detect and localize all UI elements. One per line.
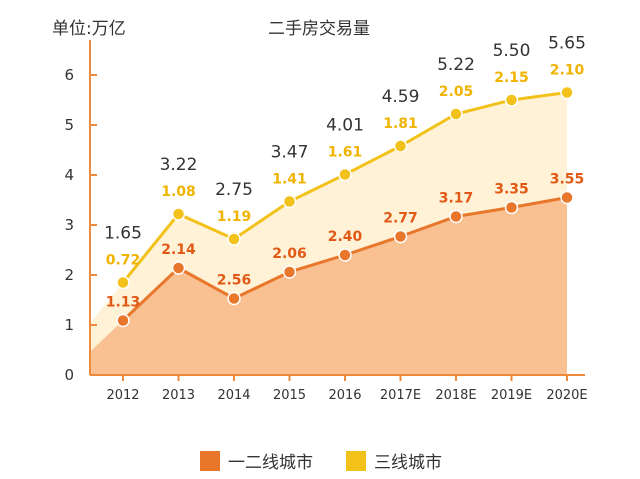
data-label-tier3: 1.61 (328, 145, 363, 161)
point-tier1-2 (449, 209, 463, 224)
point-tier1-2 (227, 291, 241, 306)
x-tick-label: 2017E (380, 388, 421, 403)
point-tier3 (116, 275, 130, 290)
y-tick-label: 6 (64, 66, 74, 84)
point-tier3 (504, 93, 519, 107)
legend-item-tier3: 三线城市 (346, 448, 442, 473)
point-tier3 (338, 167, 352, 182)
point-tier3 (449, 107, 463, 121)
data-label-tier1-2: 2.40 (328, 229, 363, 245)
data-label-tier1-2: 1.13 (106, 295, 141, 311)
x-tick-label: 2012 (106, 388, 139, 403)
y-tick-label: 3 (64, 216, 74, 234)
data-label-tier3: 1.19 (217, 209, 252, 225)
data-label-tier3: 1.08 (161, 184, 196, 200)
data-label-tier3: 1.81 (383, 116, 418, 132)
data-label-tier1-2: 2.06 (272, 246, 307, 262)
total-label: 2.75 (215, 180, 253, 200)
total-label: 3.22 (160, 155, 198, 175)
x-tick-label: 2013 (162, 388, 195, 403)
total-label: 3.47 (271, 143, 309, 163)
area-tier1-2 (90, 197, 567, 375)
legend-item-tier1-2: 一二线城市 (200, 448, 313, 473)
legend-swatch-tier1-2 (200, 450, 220, 471)
data-label-tier1-2: 2.56 (217, 273, 252, 289)
y-tick-label: 5 (64, 116, 74, 134)
area-chart: 0 1 2 3 4 5 6 2012 2013 2014 2015 2016 2017E 2018E 201… (64, 34, 587, 404)
point-tier3 (393, 139, 408, 153)
point-tier3 (560, 85, 574, 100)
point-tier1-2 (171, 261, 186, 275)
point-tier3 (171, 207, 186, 221)
x-tick-label: 2020E (546, 388, 587, 403)
data-label-tier3: 0.72 (106, 253, 141, 269)
point-tier1-2 (338, 248, 352, 262)
data-label-tier1-2: 2.14 (161, 242, 196, 258)
legend-swatch-tier3 (346, 450, 366, 471)
point-tier3 (227, 232, 241, 246)
point-tier1-2 (282, 265, 297, 279)
x-tick-label: 2019E (491, 388, 532, 403)
y-tick-label: 0 (64, 366, 74, 384)
data-label-tier3: 1.41 (272, 172, 307, 188)
point-tier1-2 (393, 229, 408, 244)
total-label: 1.65 (104, 224, 142, 244)
unit-label: 单位:万亿 (52, 19, 126, 39)
total-label: 4.59 (382, 87, 420, 107)
data-label-tier3: 2.05 (439, 84, 474, 100)
data-label-tier3: 2.10 (550, 63, 585, 79)
legend: 一二线城市 三线城市 (0, 448, 640, 474)
data-label-tier3: 2.15 (494, 70, 529, 86)
total-label: 5.65 (548, 34, 586, 54)
chart-title: 二手房交易量 (268, 19, 370, 39)
y-tick-label: 4 (64, 166, 74, 184)
y-tick-label: 2 (64, 266, 74, 284)
point-tier1-2 (116, 313, 130, 328)
legend-label-tier1-2: 一二线城市 (228, 453, 313, 473)
point-tier3 (282, 194, 297, 209)
point-tier1-2 (560, 190, 574, 205)
legend-label-tier3: 三线城市 (374, 453, 442, 473)
x-tick-label: 2018E (435, 388, 476, 403)
point-tier1-2 (504, 200, 519, 215)
total-label: 4.01 (326, 116, 364, 136)
data-label-tier1-2: 3.35 (494, 182, 529, 198)
x-tick-label: 2014 (217, 388, 250, 403)
x-tick-label: 2015 (273, 388, 306, 403)
x-tick-label: 2016 (328, 388, 361, 403)
total-label: 5.50 (493, 41, 531, 61)
data-label-tier1-2: 3.55 (550, 172, 585, 188)
data-label-tier1-2: 2.77 (383, 211, 418, 227)
data-label-tier1-2: 3.17 (439, 191, 474, 207)
total-label: 5.22 (437, 55, 475, 75)
y-tick-label: 1 (64, 316, 74, 334)
